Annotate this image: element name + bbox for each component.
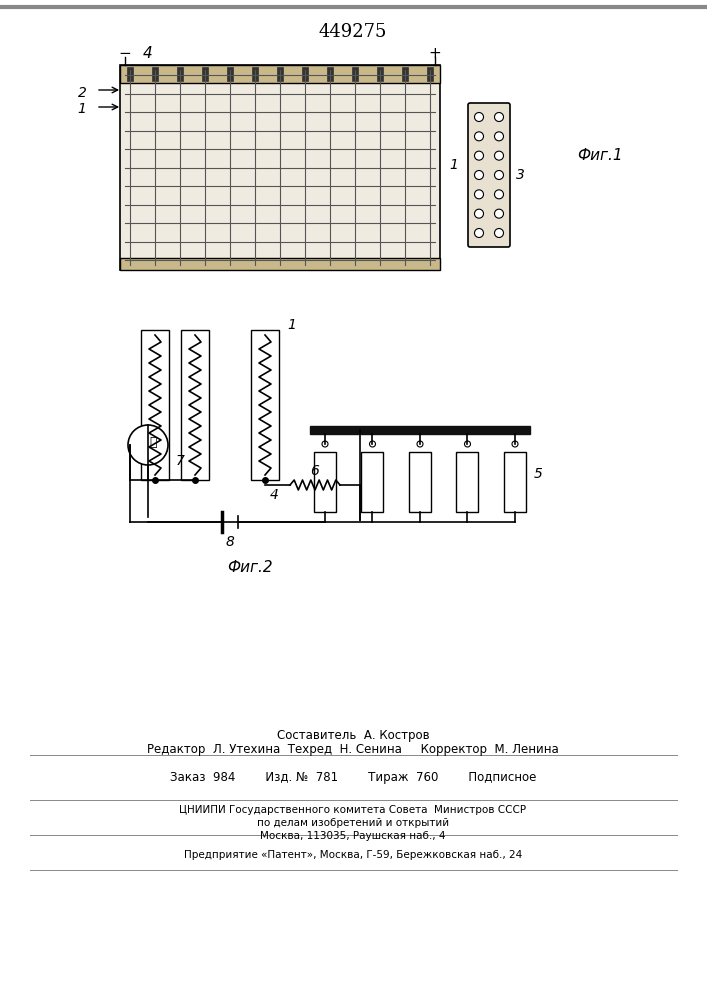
Bar bbox=[120, 65, 440, 270]
Bar bbox=[302, 67, 308, 81]
Text: Москва, 113035, Раушская наб., 4: Москва, 113035, Раушская наб., 4 bbox=[260, 831, 445, 841]
Text: 1: 1 bbox=[287, 318, 296, 332]
Text: 7: 7 bbox=[176, 454, 185, 468]
Circle shape bbox=[494, 112, 503, 121]
Bar bbox=[202, 67, 208, 81]
Bar bbox=[251, 330, 279, 480]
Text: +: + bbox=[428, 45, 441, 60]
Circle shape bbox=[474, 170, 484, 180]
Bar bbox=[120, 258, 440, 270]
Bar bbox=[377, 67, 383, 81]
Circle shape bbox=[494, 170, 503, 180]
Circle shape bbox=[474, 190, 484, 199]
Text: ЦНИИПИ Государственного комитета Совета  Министров СССР: ЦНИИПИ Государственного комитета Совета … bbox=[180, 805, 527, 815]
Text: Фиг.1: Фиг.1 bbox=[577, 147, 623, 162]
Text: 2: 2 bbox=[78, 86, 86, 100]
Bar bbox=[409, 452, 431, 512]
Text: Фиг.2: Фиг.2 bbox=[227, 560, 273, 574]
Circle shape bbox=[512, 441, 518, 447]
Text: по делам изобретений и открытий: по делам изобретений и открытий bbox=[257, 818, 449, 828]
Bar bbox=[120, 65, 440, 83]
Bar bbox=[361, 452, 383, 512]
Text: 449275: 449275 bbox=[319, 23, 387, 41]
Circle shape bbox=[128, 425, 168, 465]
Bar bbox=[314, 452, 336, 512]
Circle shape bbox=[494, 151, 503, 160]
Bar bbox=[327, 67, 333, 81]
Text: Составитель  А. Костров: Составитель А. Костров bbox=[276, 728, 429, 742]
Circle shape bbox=[464, 441, 470, 447]
Bar bbox=[504, 452, 526, 512]
Bar bbox=[227, 67, 233, 81]
Circle shape bbox=[494, 190, 503, 199]
Bar bbox=[141, 330, 169, 480]
Bar bbox=[457, 452, 479, 512]
Bar bbox=[402, 67, 408, 81]
Bar bbox=[277, 67, 283, 81]
Bar bbox=[181, 330, 209, 480]
Bar bbox=[427, 67, 433, 81]
Circle shape bbox=[494, 209, 503, 218]
Text: 5: 5 bbox=[534, 467, 543, 481]
Text: 4: 4 bbox=[143, 45, 153, 60]
Circle shape bbox=[494, 229, 503, 237]
Circle shape bbox=[474, 112, 484, 121]
Text: Редактор  Л. Утехина  Техред  Н. Сенина     Корректор  М. Ленина: Редактор Л. Утехина Техред Н. Сенина Кор… bbox=[147, 744, 559, 756]
Text: 8: 8 bbox=[226, 535, 235, 549]
Text: 4: 4 bbox=[270, 488, 279, 502]
Bar bbox=[127, 67, 133, 81]
Circle shape bbox=[474, 209, 484, 218]
Bar bbox=[177, 67, 183, 81]
Circle shape bbox=[474, 229, 484, 237]
Text: 6: 6 bbox=[310, 464, 320, 478]
Bar bbox=[252, 67, 258, 81]
FancyBboxPatch shape bbox=[468, 103, 510, 247]
Circle shape bbox=[474, 132, 484, 141]
Circle shape bbox=[370, 441, 375, 447]
Text: 3: 3 bbox=[516, 168, 525, 182]
Text: 1: 1 bbox=[78, 102, 86, 116]
Circle shape bbox=[474, 151, 484, 160]
Circle shape bbox=[417, 441, 423, 447]
Text: Предприятие «Патент», Москва, Г-59, Бережковская наб., 24: Предприятие «Патент», Москва, Г-59, Бере… bbox=[184, 850, 522, 860]
Text: 1: 1 bbox=[449, 158, 458, 172]
Circle shape bbox=[494, 132, 503, 141]
Text: −: − bbox=[119, 45, 132, 60]
Text: Заказ  984        Изд. №  781        Тираж  760        Подписное: Заказ 984 Изд. № 781 Тираж 760 Подписное bbox=[170, 770, 536, 784]
Bar bbox=[352, 67, 358, 81]
Text: 𝑑: 𝑑 bbox=[149, 436, 157, 448]
Bar bbox=[152, 67, 158, 81]
Circle shape bbox=[322, 441, 328, 447]
Bar bbox=[310, 426, 530, 434]
